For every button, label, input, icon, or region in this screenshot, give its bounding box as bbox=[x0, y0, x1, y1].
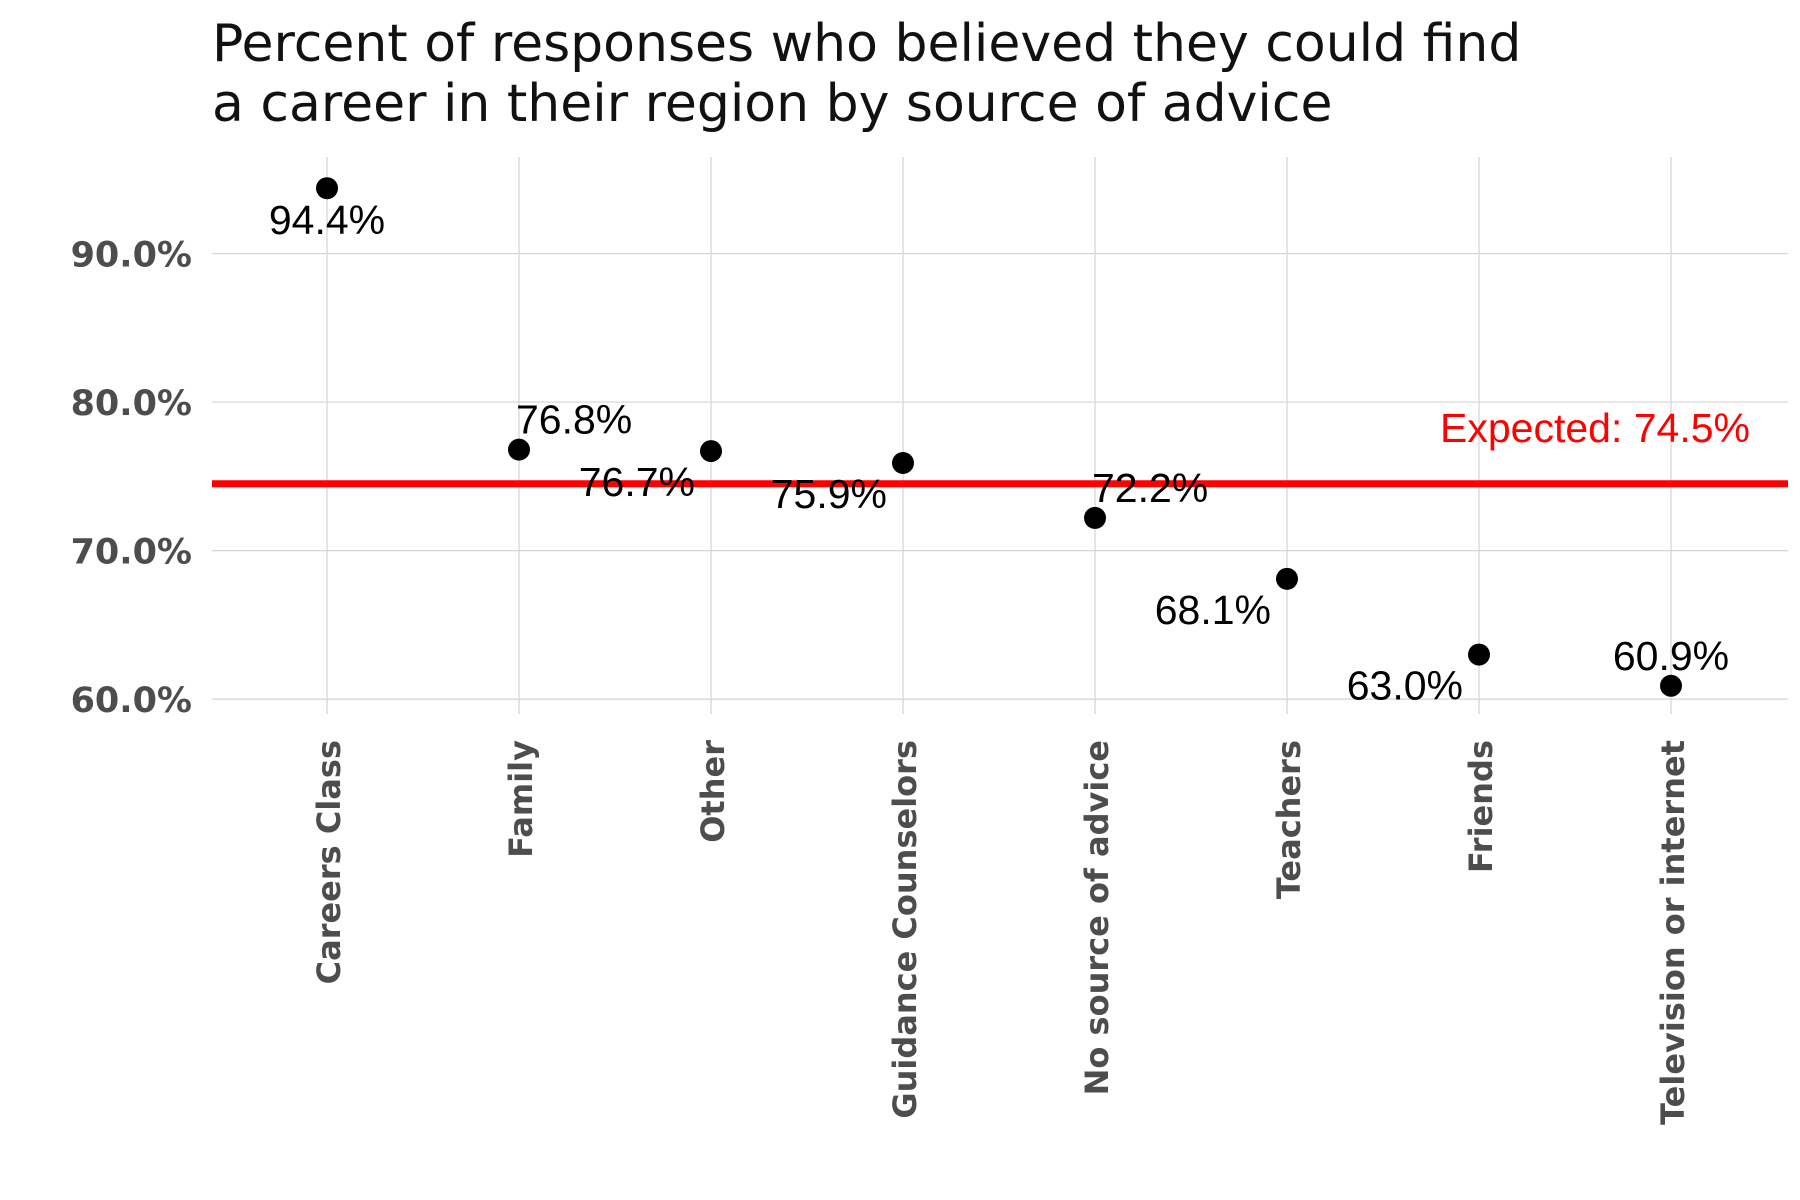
x-tick-label: Family bbox=[502, 740, 540, 858]
data-point bbox=[892, 451, 914, 474]
chart-title-line-1: Percent of responses who believed they c… bbox=[212, 14, 1522, 74]
data-label: 60.9% bbox=[1613, 633, 1729, 679]
x-tick-label: No source of advice bbox=[1078, 740, 1116, 1095]
chart-title-line-2: a career in their region by source of ad… bbox=[212, 74, 1333, 134]
x-tick-label: Friends bbox=[1462, 740, 1500, 873]
x-tick-label: Teachers bbox=[1270, 740, 1308, 899]
data-point bbox=[1660, 674, 1682, 697]
data-label: 94.4% bbox=[269, 197, 385, 243]
x-tick-label: Careers Class bbox=[310, 740, 348, 984]
data-label: 76.8% bbox=[516, 397, 632, 443]
data-point bbox=[700, 440, 722, 463]
y-tick-label: 60.0% bbox=[71, 681, 192, 721]
data-point bbox=[508, 438, 530, 461]
data-label: 63.0% bbox=[1347, 663, 1463, 709]
y-tick-label: 70.0% bbox=[71, 533, 192, 573]
x-tick-label: Television or internet bbox=[1654, 740, 1692, 1125]
data-label: 72.2% bbox=[1092, 465, 1208, 511]
y-tick-label: 80.0% bbox=[71, 384, 192, 424]
y-tick-label: 90.0% bbox=[71, 236, 192, 276]
x-tick-label: Other bbox=[694, 740, 732, 843]
expected-reference-label: Expected: 74.5% bbox=[1440, 405, 1750, 451]
chart-title: Percent of responses who believed they c… bbox=[212, 14, 1712, 134]
data-point bbox=[316, 177, 338, 200]
data-label: 68.1% bbox=[1155, 587, 1271, 633]
data-label: 76.7% bbox=[579, 459, 695, 505]
data-point bbox=[1276, 567, 1298, 590]
data-point bbox=[1468, 643, 1490, 666]
data-point bbox=[1084, 506, 1106, 529]
data-label: 75.9% bbox=[771, 471, 887, 517]
x-tick-label: Guidance Counselors bbox=[886, 740, 924, 1119]
